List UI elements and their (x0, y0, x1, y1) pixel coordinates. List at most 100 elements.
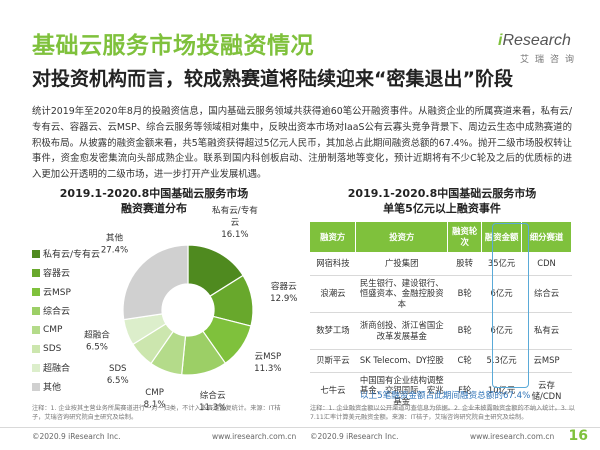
cell-company: 浪潮云 (310, 275, 356, 313)
legend-item: 综合云 (32, 301, 100, 320)
footer-url-right: www.iresearch.com.cn (470, 432, 555, 441)
legend-item: 容器云 (32, 263, 100, 282)
cell-round: F轮 (447, 372, 482, 410)
legend-swatch (32, 287, 40, 296)
page-number: 16 (568, 428, 588, 444)
cell-investor: 中国国有企业结构调整基金、交银国际、宏兆基金 (355, 372, 448, 410)
footer-copyright-right: ©2020.9 iResearch Inc. (310, 432, 399, 441)
pie-slice (122, 244, 189, 321)
highlight-note: 以上5笔融资金额占此期间融资总额的67.4% (360, 391, 531, 401)
legend-item: 超融合 (32, 358, 100, 377)
footer-divider (0, 427, 600, 428)
legend-label: 超融合 (43, 364, 71, 374)
pie-slice (209, 274, 254, 327)
legend-item: 云MSP (32, 282, 100, 301)
body-paragraph: 统计2019年至2020年8月的投融资信息，国内基础云服务领域共获得逾60笔公开… (32, 106, 572, 181)
page-subtitle: 对投资机构而言，较成熟赛道将陆续迎来“密集退出”阶段 (32, 68, 513, 90)
legend-swatch (32, 363, 40, 372)
legend-label: 私有云/专有云 (43, 250, 101, 260)
cell-segment: 私有云 (521, 312, 572, 350)
slice-name-label: SDS (109, 364, 127, 374)
cell-amount: 6亿元 (481, 275, 522, 313)
col-header-investor: 投资方 (355, 222, 449, 252)
cell-company: 数梦工场 (310, 312, 356, 350)
logo-i: i (498, 32, 503, 49)
slice-value-label: 27.4% (101, 246, 128, 256)
legend-label: 云MSP (43, 288, 71, 298)
table-row: 七牛云 中国国有企业结构调整基金、交银国际、宏兆基金 F轮 10亿元 云存储/C… (310, 372, 572, 410)
pie-slice (150, 330, 187, 376)
table-row: 浪潮云 民生银行、建设银行、恒盛资本、金融控股资本 B轮 6亿元 综合云 (310, 275, 572, 313)
cell-company: 七牛云 (310, 372, 356, 410)
financing-table: 融资方 投资方 融资轮次 融资金额 细分赛道 网宿科技 广投集团 股转 35亿元… (310, 222, 572, 410)
cell-round: C轮 (447, 349, 482, 373)
slice-value-label: 11.3% (254, 364, 281, 374)
cell-investor: SK Telecom、DY控股 (355, 349, 448, 373)
cell-round: B轮 (447, 312, 482, 350)
col-header-segment: 细分赛道 (521, 222, 572, 252)
cell-segment: 云存储/CDN (521, 372, 572, 410)
pie-legend: 私有云/专有云 容器云云MSP 综合云 CMP SDS 超融合其他 (32, 244, 100, 396)
cell-amount: 35亿元 (481, 252, 522, 276)
legend-swatch (32, 344, 40, 353)
slice-name-label: 云 (231, 218, 240, 228)
cell-company: 网宿科技 (310, 252, 356, 276)
table-row: 网宿科技 广投集团 股转 35亿元 CDN (310, 252, 572, 276)
slice-name-label: 其他 (106, 232, 124, 244)
table-row: 贝斯平云 SK Telecom、DY控股 C轮 5.3亿元 云MSP (310, 349, 572, 373)
page-title: 基础云服务市场投融资情况 (32, 33, 314, 59)
table-title-line2: 单笔5亿元以上融资事件 (383, 202, 501, 215)
pie-chart-title: 2019.1-2020.8中国基础云服务市场 融资赛道分布 (44, 186, 264, 216)
table-title-line1: 2019.1-2020.8中国基础云服务市场 (347, 187, 537, 200)
pie-slice (123, 313, 167, 346)
slice-name-label: 容器云 (271, 280, 297, 292)
logo-subtitle: 艾瑞咨询 (520, 55, 581, 65)
cell-round: B轮 (447, 275, 482, 313)
cell-segment: CDN (521, 252, 572, 276)
slice-name-label: 综合云 (200, 389, 226, 401)
table-header-row: 融资方 投资方 融资轮次 融资金额 细分赛道 (310, 222, 572, 252)
cell-amount: 6亿元 (481, 312, 522, 350)
legend-label: CMP (43, 324, 63, 335)
cell-investor: 浙商创投、浙江省国企改革发展基金 (355, 312, 448, 350)
cell-amount: 5.3亿元 (481, 349, 522, 373)
table-row: 数梦工场 浙商创投、浙江省国企改革发展基金 B轮 6亿元 私有云 (310, 312, 572, 350)
pie-slice (181, 330, 227, 376)
iresearch-logo: iResearch 艾瑞咨询 (498, 32, 590, 72)
footer-copyright-left: ©2020.9 iResearch Inc. (32, 432, 121, 441)
legend-item: CMP (32, 320, 100, 339)
slice-value-label: 6.5% (107, 376, 129, 386)
legend-item: 其他 (32, 377, 100, 396)
slice-name-label: 云MSP (255, 352, 282, 362)
logo-wordmark: iResearch (498, 32, 571, 50)
cell-amount: 10亿元 (481, 372, 522, 410)
slice-name-label: CMP (145, 388, 164, 398)
legend-swatch (32, 325, 40, 334)
legend-label: 综合云 (43, 307, 71, 317)
legend-label: 其他 (43, 383, 62, 393)
legend-item: 私有云/专有云 (32, 244, 100, 263)
table-title: 2019.1-2020.8中国基础云服务市场 单笔5亿元以上融资事件 (312, 186, 572, 216)
col-header-company: 融资方 (310, 222, 357, 252)
cell-round: 股转 (447, 252, 482, 276)
cell-investor: 广投集团 (355, 252, 448, 276)
left-footnote: 注释：1. 企业按其主营业务所属赛道进行一对一归类，不计入多赛道重复统计。来源：… (32, 405, 281, 421)
pie-chart-title-line2: 融资赛道分布 (121, 202, 187, 215)
legend-item: SDS (32, 339, 100, 358)
cell-investor: 民生银行、建设银行、恒盛资本、金融控股资本 (355, 275, 448, 313)
footer-url-left: www.iresearch.com.cn (212, 432, 297, 441)
legend-swatch (32, 306, 40, 315)
slice-value-label: 16.1% (221, 230, 248, 240)
logo-research: Research (502, 32, 571, 49)
pie-chart-title-line1: 2019.1-2020.8中国基础云服务市场 (59, 187, 249, 200)
amount-highlight-box (492, 223, 529, 388)
cell-company: 贝斯平云 (310, 349, 356, 373)
legend-swatch (32, 382, 40, 391)
cell-segment: 综合云 (521, 275, 572, 313)
legend-label: 容器云 (43, 269, 71, 279)
cell-segment: 云MSP (521, 349, 572, 373)
col-header-round: 融资轮次 (447, 222, 483, 252)
pie-slice (187, 244, 244, 298)
right-footnote: 注释：1. 企业融资金额以公开渠道可查信息为依据。2. 企业未披露融资金额的不纳… (310, 405, 575, 421)
pie-slice (202, 315, 252, 365)
